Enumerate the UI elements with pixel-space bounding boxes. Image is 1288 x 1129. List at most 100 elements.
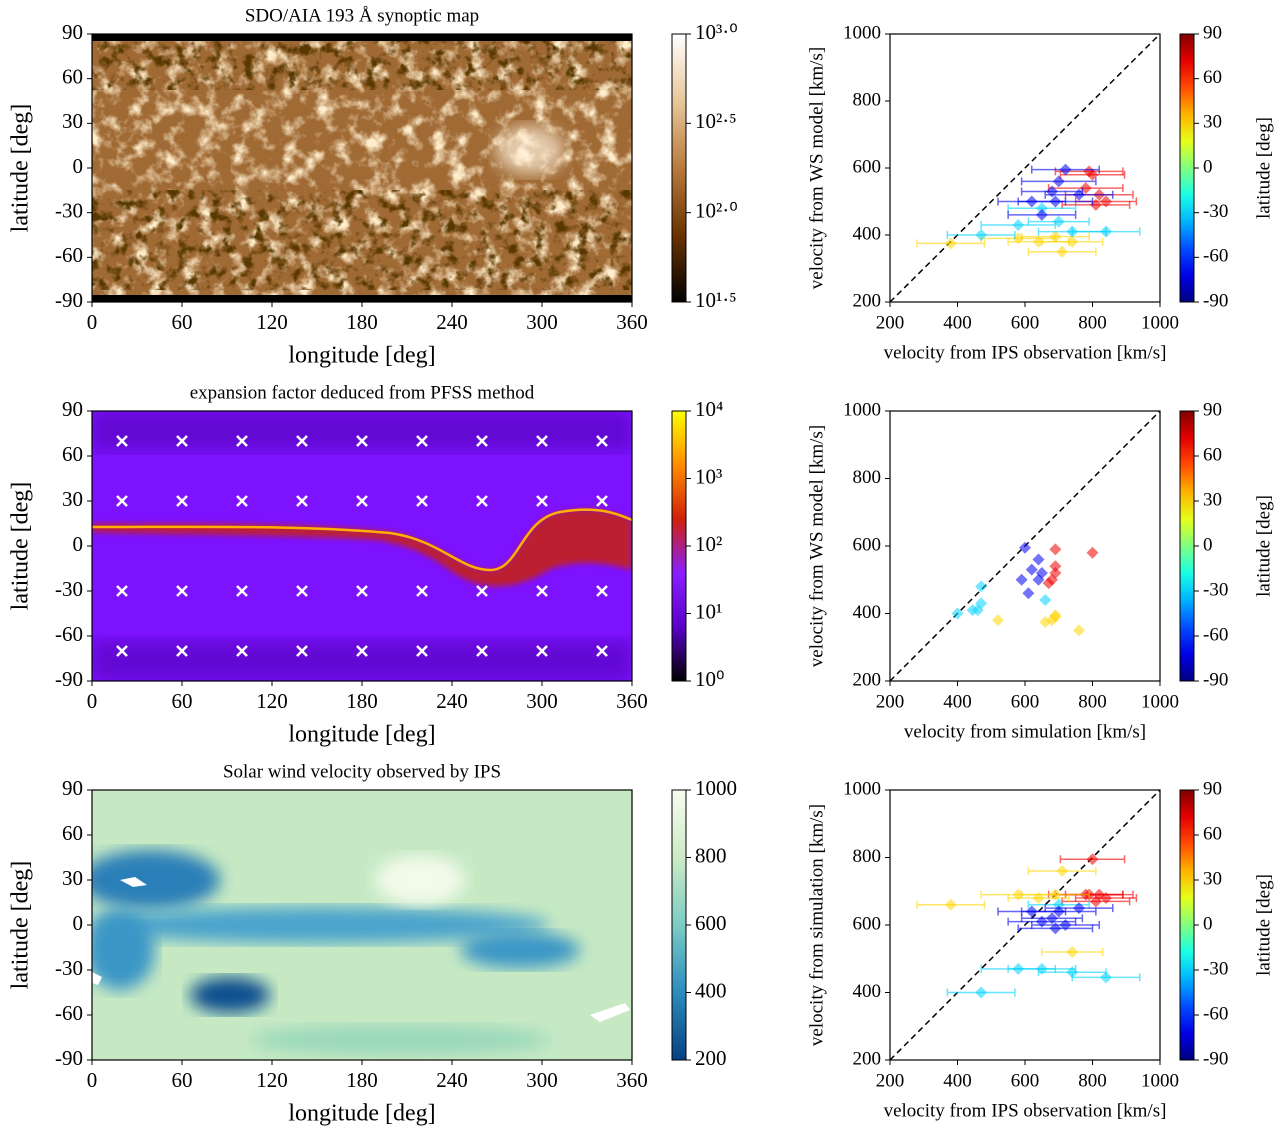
marker-x (296, 435, 308, 447)
chart-title: expansion factor deduced from PFSS metho… (190, 382, 535, 403)
marker-x (176, 435, 188, 447)
y-tick-label: 60 (62, 821, 83, 845)
marker-x (416, 495, 428, 507)
point (1059, 919, 1072, 931)
y-tick-label: 30 (62, 487, 83, 511)
colorbar-tick-label: 10⁴ (695, 397, 723, 421)
colorbar-tick-label: -60 (1203, 1003, 1228, 1024)
colorbar-tick-label: 10²·⁵ (695, 109, 737, 133)
point (1073, 624, 1085, 637)
point (1032, 892, 1045, 904)
plot-frame (889, 33, 1161, 303)
colorbar-tick-label: 90 (1203, 22, 1222, 43)
x-tick-label: 400 (943, 312, 972, 333)
colorbar (1179, 789, 1195, 1061)
marker-x (356, 645, 368, 657)
x-axis-label: velocity from simulation [km/s] (904, 721, 1146, 742)
marker-x (116, 435, 128, 447)
point (1035, 915, 1048, 928)
marker-x (536, 435, 548, 447)
y-tick-label: -60 (55, 622, 83, 646)
point (1089, 198, 1102, 211)
colorbar (671, 33, 687, 303)
x-tick-label: 240 (436, 689, 468, 713)
y-tick-label: -90 (55, 288, 83, 312)
point (1056, 245, 1069, 258)
point (1042, 577, 1055, 590)
x-tick-label: 1000 (1141, 691, 1179, 712)
colorbar-tick-label: 30 (1203, 112, 1222, 133)
point (1049, 560, 1062, 573)
y-tick-label: 0 (73, 154, 84, 178)
point (1012, 232, 1025, 245)
marker-x (536, 585, 548, 597)
y-tick-label: 600 (853, 913, 882, 934)
point (1073, 902, 1085, 915)
marker-x (416, 435, 428, 447)
x-tick-label: 60 (172, 689, 193, 713)
colorbar-tick-label: -90 (1203, 1048, 1228, 1069)
colorbar-tick-label: 600 (695, 911, 727, 935)
marker-x (116, 585, 128, 597)
colorbar-tick-label: -90 (1203, 669, 1228, 690)
plot-frame (889, 410, 1161, 682)
y-tick-label: 800 (853, 89, 882, 110)
y-tick-label: -90 (55, 1046, 83, 1070)
y-axis-label: velocity from WS model [km/s] (806, 47, 827, 289)
x-axis-label: longitude [deg] (288, 1101, 435, 1127)
chart-title: SDO/AIA 193 Å synoptic map (245, 5, 479, 26)
x-tick-label: 200 (876, 691, 905, 712)
marker-x (236, 645, 248, 657)
marker-x (596, 495, 608, 507)
marker-x (476, 435, 488, 447)
y-tick-label: 200 (853, 669, 882, 690)
point (1035, 208, 1048, 221)
x-axis-label: velocity from IPS observation [km/s] (884, 342, 1167, 363)
point (1025, 563, 1038, 576)
marker-x (476, 645, 488, 657)
colorbar-tick-label: 60 (1203, 444, 1222, 465)
y-axis-label: velocity from simulation [km/s] (806, 804, 827, 1046)
point (1052, 215, 1065, 228)
y-tick-label: 600 (853, 534, 882, 555)
point (975, 229, 988, 241)
colorbar-tick-label: 0 (1203, 913, 1213, 934)
marker-x (236, 495, 248, 507)
x-tick-label: 0 (87, 1068, 98, 1092)
x-tick-label: 300 (526, 310, 558, 334)
x-tick-label: 0 (87, 689, 98, 713)
marker-x (176, 495, 188, 507)
colorbar-tick-label: 0 (1203, 156, 1213, 177)
x-tick-label: 180 (346, 1068, 378, 1092)
marker-x (596, 585, 608, 597)
point (1066, 966, 1079, 979)
x-tick-label: 400 (943, 691, 972, 712)
x-tick-label: 200 (876, 312, 905, 333)
x-tick-label: 600 (1011, 1070, 1040, 1091)
x-tick-label: 1000 (1141, 1070, 1179, 1091)
colorbar-tick-label: 800 (695, 843, 727, 867)
plot-frame (91, 410, 633, 682)
pfss-map-image (92, 411, 632, 681)
point (1035, 962, 1048, 975)
colorbar (1179, 410, 1195, 682)
marker-x (536, 645, 548, 657)
x-tick-label: 180 (346, 310, 378, 334)
point (1015, 573, 1028, 586)
colorbar-tick-label: 90 (1203, 778, 1222, 799)
y-axis-label: latitude [deg] (8, 104, 34, 233)
colorbar-tick-label: -90 (1203, 290, 1228, 311)
colorbar-tick-label: 10¹ (695, 599, 722, 623)
y-tick-label: 60 (62, 442, 83, 466)
colorbar-tick-label: 10² (695, 532, 722, 556)
x-tick-label: 600 (1011, 312, 1040, 333)
point (1049, 922, 1062, 935)
point (1049, 230, 1062, 243)
point (1086, 853, 1099, 866)
point (1100, 225, 1112, 238)
point (1049, 888, 1062, 901)
colorbar-tick-label: 10⁰ (695, 667, 724, 691)
colorbar-tick-label: 200 (695, 1046, 727, 1070)
y-tick-label: 30 (62, 109, 83, 133)
colorbar-tick-label: 60 (1203, 67, 1222, 88)
